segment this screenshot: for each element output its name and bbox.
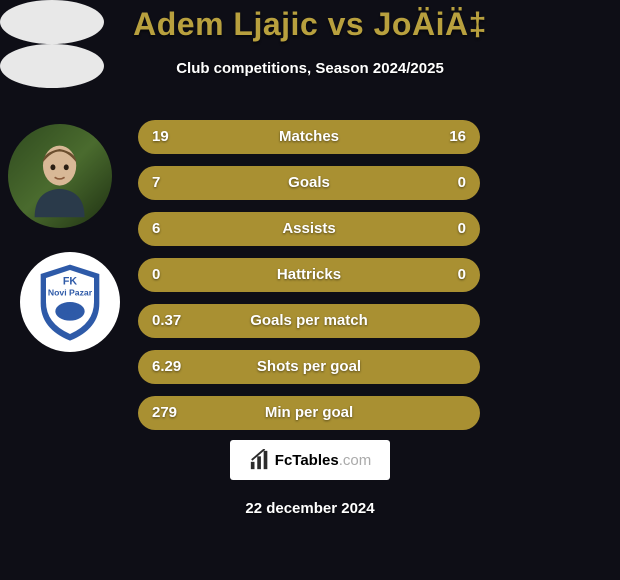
- generated-date: 22 december 2024: [0, 500, 620, 517]
- stat-row: 0Hattricks0: [138, 258, 480, 292]
- club-text-top: FK: [63, 276, 78, 288]
- stat-row: 0.37Goals per match: [138, 304, 480, 338]
- stat-right-value: 0: [458, 212, 466, 246]
- stat-metric-label: Matches: [138, 120, 480, 154]
- stat-metric-label: Hattricks: [138, 258, 480, 292]
- bars-icon: [249, 449, 271, 471]
- logo-text: FcTables.com: [275, 452, 371, 469]
- stat-row: 279Min per goal: [138, 396, 480, 430]
- stat-right-value: 16: [449, 120, 466, 154]
- stat-metric-label: Min per goal: [138, 396, 480, 430]
- player1-avatar: [8, 124, 112, 228]
- shield-icon: FK Novi Pazar 1928: [35, 262, 105, 342]
- stat-right-value: 0: [458, 166, 466, 200]
- stat-row: 6.29Shots per goal: [138, 350, 480, 384]
- fctables-logo: FcTables.com: [230, 440, 390, 480]
- stat-metric-label: Goals: [138, 166, 480, 200]
- stat-right-value: 0: [458, 258, 466, 292]
- person-icon: [18, 134, 101, 217]
- club-text-mid: Novi Pazar: [48, 287, 93, 297]
- club-badge: FK Novi Pazar 1928: [20, 252, 120, 352]
- stat-rows: 19Matches167Goals06Assists00Hattricks00.…: [138, 120, 480, 442]
- page-title: Adem Ljajic vs JoÄiÄ‡: [0, 6, 620, 43]
- season-subtitle: Club competitions, Season 2024/2025: [0, 60, 620, 77]
- stat-metric-label: Shots per goal: [138, 350, 480, 384]
- comparison-card: Adem Ljajic vs JoÄiÄ‡ Club competitions,…: [0, 0, 620, 580]
- stat-metric-label: Goals per match: [138, 304, 480, 338]
- stat-row: 19Matches16: [138, 120, 480, 154]
- stat-row: 6Assists0: [138, 212, 480, 246]
- svg-text:1928: 1928: [63, 310, 77, 316]
- stat-metric-label: Assists: [138, 212, 480, 246]
- stat-row: 7Goals0: [138, 166, 480, 200]
